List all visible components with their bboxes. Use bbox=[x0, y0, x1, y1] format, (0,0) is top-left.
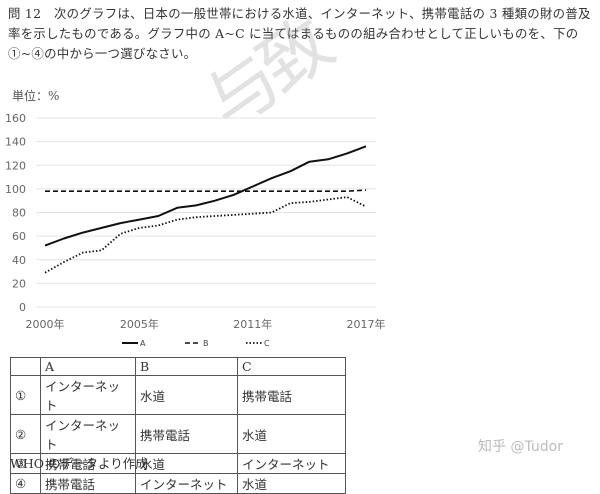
table-cell: 水道 bbox=[237, 473, 346, 494]
legend-label: C bbox=[264, 339, 270, 348]
chart-series bbox=[44, 145, 367, 274]
option-number: ① bbox=[10, 375, 41, 415]
x-tick-label: 2005年 bbox=[120, 317, 159, 331]
table-cell: インターネット bbox=[40, 414, 136, 454]
y-tick-label: 100 bbox=[5, 183, 26, 196]
option-number: ④ bbox=[10, 473, 41, 494]
table-cell: 水道 bbox=[237, 414, 346, 454]
zhihu-watermark: 知乎 @Tudor bbox=[478, 439, 563, 455]
table-row: ② インターネット 携帯電話 水道 bbox=[10, 414, 346, 454]
table-row: ④ 携帯電話 インターネット 水道 bbox=[10, 473, 346, 494]
table-cell: インターネット bbox=[237, 453, 346, 474]
table-cell: 携帯電話 bbox=[237, 375, 346, 415]
question-text: 問 12 次のグラフは、日本の一般世帯における水道、インターネット、携帯電話の … bbox=[8, 6, 591, 61]
y-axis-ticks: 0 20 40 60 80 100 120 140 160 bbox=[5, 112, 26, 314]
unit-label: 単位：% bbox=[12, 89, 60, 103]
table-cell: 水道 bbox=[135, 375, 238, 415]
series-line-b bbox=[45, 189, 367, 192]
x-tick-label: 2011年 bbox=[233, 317, 272, 331]
table-row: ① インターネット 水道 携帯電話 bbox=[10, 375, 346, 415]
x-tick-label: 2017年 bbox=[347, 317, 386, 331]
y-tick-label: 160 bbox=[5, 112, 26, 125]
table-header-cell bbox=[10, 357, 41, 376]
y-tick-label: 40 bbox=[12, 254, 26, 267]
chart-legend: A B C bbox=[122, 339, 270, 348]
y-tick-label: 60 bbox=[12, 230, 26, 243]
x-tick-label: 2000年 bbox=[26, 317, 65, 331]
series-line-c bbox=[44, 196, 367, 274]
table-cell: 水道 bbox=[135, 453, 238, 474]
table-cell: 携帯電話 bbox=[135, 414, 238, 454]
series-line-a bbox=[44, 145, 367, 247]
y-tick-label: 80 bbox=[12, 207, 26, 220]
table-row: ③ 携帯電話 水道 インターネット bbox=[10, 453, 346, 474]
table-header-cell: B bbox=[135, 357, 238, 376]
y-tick-label: 0 bbox=[19, 301, 26, 314]
x-axis-ticks: 2000年 2005年 2011年 2017年 bbox=[26, 317, 386, 331]
table-header-cell: A bbox=[40, 357, 136, 376]
y-tick-label: 20 bbox=[12, 277, 26, 290]
legend-label: A bbox=[140, 339, 146, 348]
table-cell: 携帯電話 bbox=[40, 473, 136, 494]
source-note: WHO のデータより作成 bbox=[10, 456, 148, 471]
chart-gridlines bbox=[36, 117, 376, 308]
table-header-cell: C bbox=[237, 357, 346, 376]
legend-label: B bbox=[203, 339, 209, 348]
y-tick-label: 120 bbox=[5, 159, 26, 172]
option-number: ② bbox=[10, 414, 41, 454]
line-chart: 0 20 40 60 80 100 120 140 160 2000年 2005年 2011年 201… bbox=[5, 112, 386, 348]
table-cell: インターネット bbox=[135, 473, 238, 494]
table-header-row: A B C bbox=[10, 357, 346, 376]
options-table: A B C ① インターネット 水道 携帯電話 ② インターネット 携帯電話 水… bbox=[10, 357, 346, 494]
y-tick-label: 140 bbox=[5, 136, 26, 149]
table-cell: インターネット bbox=[40, 375, 136, 415]
